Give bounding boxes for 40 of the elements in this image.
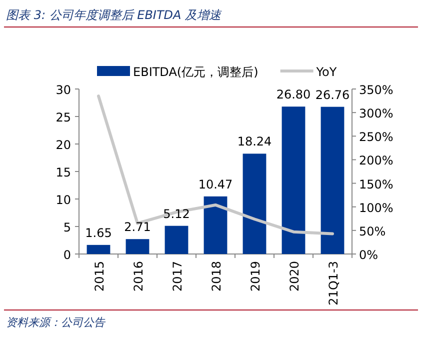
x-tick-label: 2015 xyxy=(92,261,106,292)
legend-label: YoY xyxy=(315,65,338,79)
y-tick-label: 20 xyxy=(56,138,71,152)
x-tick-label: 2018 xyxy=(210,261,224,292)
legend-label: EBITDA(亿元，调整后) xyxy=(133,65,258,79)
chart-title: 图表 3: 公司年度调整后 EBITDA 及增速 xyxy=(6,8,222,22)
y2-tick-label: 100% xyxy=(359,200,394,215)
y2-tick-label: 150% xyxy=(359,177,394,192)
bar xyxy=(126,239,150,254)
x-tick-label: 2019 xyxy=(248,261,262,292)
bar xyxy=(282,106,306,254)
y-tick-label: 10 xyxy=(56,193,71,207)
bar xyxy=(320,106,344,254)
data-label: 26.76 xyxy=(315,88,350,102)
x-tick-label: 2016 xyxy=(132,261,146,292)
x-tick-label: 2017 xyxy=(170,261,184,292)
data-label: 26.80 xyxy=(276,88,311,102)
y2-tick-label: 50% xyxy=(359,224,386,238)
text: 资料来源：公司公告 xyxy=(6,316,106,329)
bar xyxy=(164,226,188,254)
y2-tick-label: 350% xyxy=(359,83,394,97)
y2-tick-label: 200% xyxy=(359,154,394,168)
bar xyxy=(242,154,266,254)
y-tick-label: 25 xyxy=(56,110,71,124)
data-label: 10.47 xyxy=(198,177,233,192)
data-label: 5.12 xyxy=(163,206,190,221)
data-label: 2.71 xyxy=(124,220,151,234)
y-tick-label: 0 xyxy=(63,248,71,262)
x-tick-label: 21Q1-3 xyxy=(326,261,340,306)
y-tick-label: 30 xyxy=(56,83,71,97)
y2-tick-label: 0% xyxy=(359,248,378,262)
x-tick-label: 2020 xyxy=(288,261,302,292)
y-tick-label: 15 xyxy=(56,166,71,180)
y2-tick-label: 300% xyxy=(359,106,394,121)
bar xyxy=(86,244,110,254)
y-tick-label: 5 xyxy=(63,220,71,234)
data-label: 18.24 xyxy=(237,134,272,149)
y2-tick-label: 250% xyxy=(359,130,394,144)
bar xyxy=(204,196,228,254)
data-label: 1.65 xyxy=(85,226,112,240)
